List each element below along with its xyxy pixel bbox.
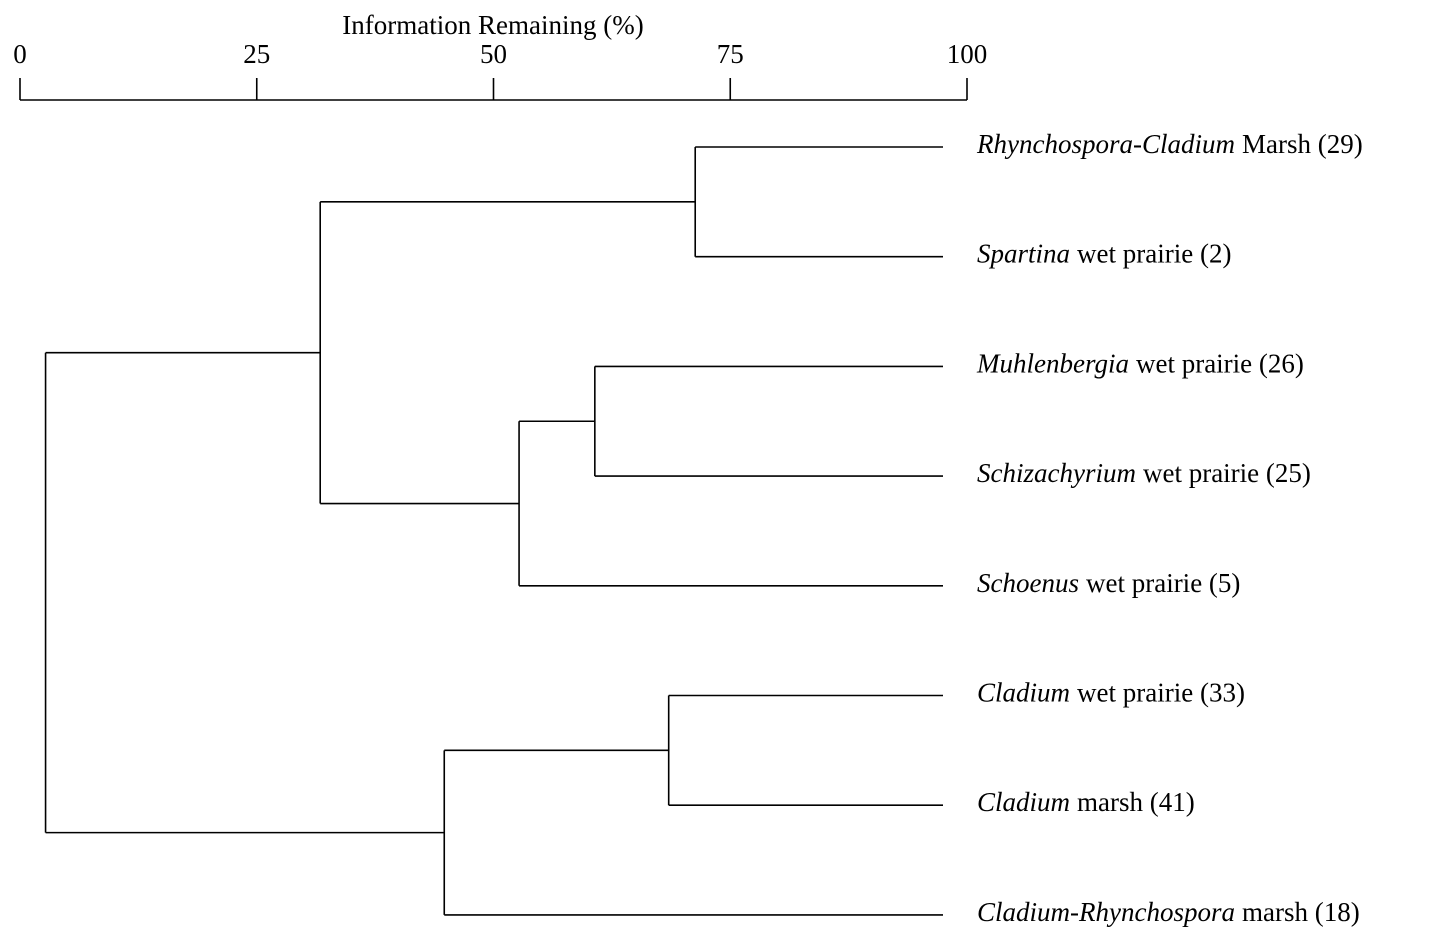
leaf-rest: marsh (18) <box>1242 897 1360 927</box>
leaf-genus: Spartina <box>977 239 1070 269</box>
leaf-label: Cladium-Rhynchospora marsh (18) <box>977 897 1360 927</box>
leaf-label: Rhynchospora-Cladium Marsh (29) <box>976 129 1363 159</box>
x-tick-label: 0 <box>13 39 27 69</box>
x-tick-label: 75 <box>717 39 744 69</box>
x-tick-label: 100 <box>947 39 988 69</box>
leaf-label: Spartina wet prairie (2) <box>977 239 1231 269</box>
leaf-label: Schizachyrium wet prairie (25) <box>977 458 1311 488</box>
leaf-rest: wet prairie (5) <box>1086 568 1240 598</box>
leaf-label: Cladium wet prairie (33) <box>977 678 1245 708</box>
leaf-rest: wet prairie (33) <box>1077 678 1245 708</box>
leaf-rest: wet prairie (25) <box>1143 458 1311 488</box>
leaf-rest: wet prairie (26) <box>1136 349 1304 379</box>
leaf-genus: Rhynchospora-Cladium <box>976 129 1235 159</box>
leaf-genus: Cladium <box>977 678 1070 708</box>
axis-title: Information Remaining (%) <box>342 10 643 40</box>
x-tick-label: 25 <box>243 39 270 69</box>
leaf-label: Muhlenbergia wet prairie (26) <box>976 349 1304 379</box>
leaf-genus: Cladium <box>977 787 1070 817</box>
leaf-rest: Marsh (29) <box>1242 129 1363 159</box>
leaf-label: Schoenus wet prairie (5) <box>977 568 1240 598</box>
leaf-genus: Cladium-Rhynchospora <box>977 897 1235 927</box>
leaf-genus: Schizachyrium <box>977 458 1136 488</box>
leaf-genus: Schoenus <box>977 568 1079 598</box>
x-tick-label: 50 <box>480 39 507 69</box>
leaf-label: Cladium marsh (41) <box>977 787 1195 817</box>
leaf-rest: wet prairie (2) <box>1077 239 1231 269</box>
leaf-genus: Muhlenbergia <box>976 349 1129 379</box>
leaf-rest: marsh (41) <box>1077 787 1195 817</box>
